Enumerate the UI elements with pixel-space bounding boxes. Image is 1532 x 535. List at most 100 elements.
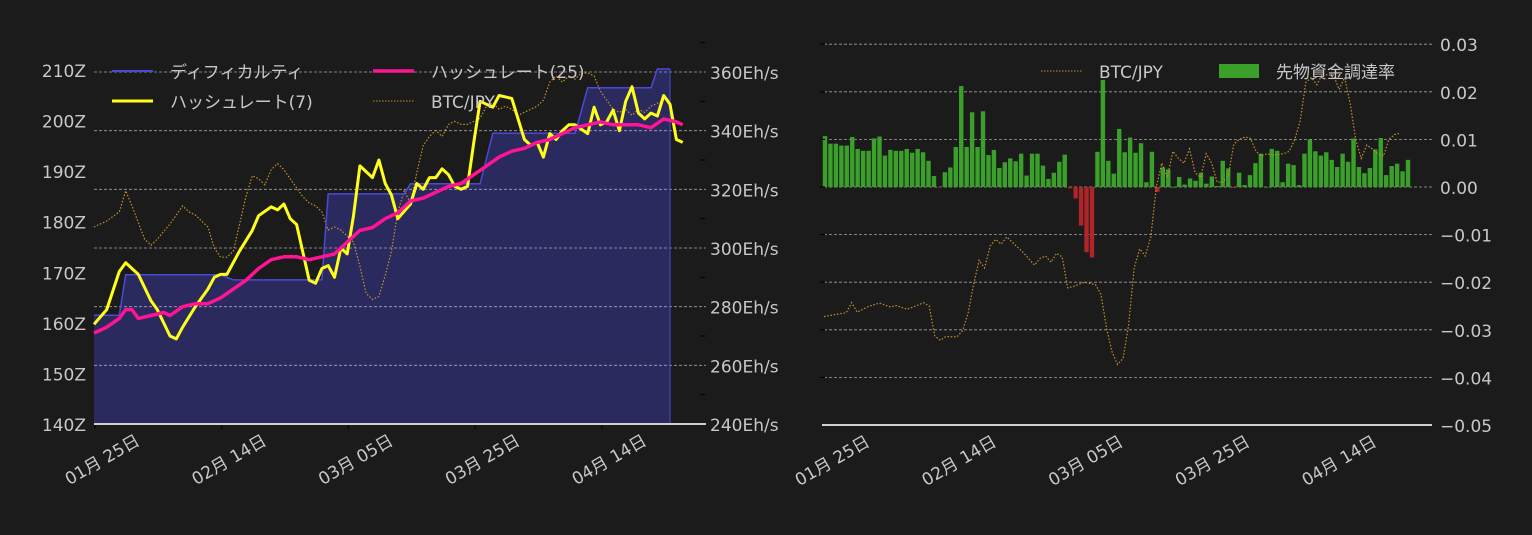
legend-item-hashrate25[interactable]: ハッシュレート(25) [373, 63, 585, 83]
funding-bar [1078, 187, 1084, 226]
funding-bar [1215, 186, 1220, 187]
funding-bar [1324, 152, 1329, 187]
funding-bar [920, 152, 926, 187]
y-right-tick-label: 0.02 [1440, 84, 1478, 104]
funding-bar [855, 148, 860, 187]
funding-bar [822, 136, 828, 187]
funding-bar [959, 86, 964, 187]
funding-bar [1198, 172, 1204, 187]
funding-bar [948, 167, 953, 187]
funding-bar [1193, 180, 1198, 187]
funding-bar [1389, 166, 1394, 187]
funding-bar [871, 138, 877, 187]
funding-bar [1394, 163, 1400, 187]
funding-bar [1356, 167, 1362, 187]
funding-bar [1002, 162, 1008, 187]
y-left-tick-label: 140Z [42, 416, 86, 436]
funding-bar [1008, 158, 1013, 187]
funding-bar [964, 147, 969, 187]
funding-bar [1384, 175, 1389, 187]
y-right-tick-label: 300Eh/s [710, 240, 779, 260]
funding-bar [1046, 178, 1051, 187]
funding-bar [1362, 173, 1367, 187]
funding-bar [1318, 155, 1324, 187]
y-right-tick-label: 0.03 [1440, 36, 1478, 56]
funding-bar [1253, 163, 1258, 187]
y-right-tick-label: 320Eh/s [710, 181, 779, 201]
legend-label-hashrate25: ハッシュレート(25) [431, 63, 585, 83]
funding-bar [1405, 159, 1411, 187]
funding-bar [860, 150, 866, 187]
funding-bar [866, 150, 871, 187]
y-right-tick-label: 260Eh/s [710, 357, 779, 377]
y-right-tick-label: 0.01 [1440, 131, 1478, 151]
funding-bar [1187, 178, 1193, 187]
y-left-tick-label: 150Z [42, 365, 86, 385]
funding-bar [1351, 138, 1356, 187]
legend-label-btcjpy: BTC/JPY [431, 93, 496, 113]
funding-bar [975, 147, 980, 187]
y-left-tick-label: 190Z [42, 163, 86, 183]
mining-plot-area [94, 69, 670, 424]
y-left-tick-label: 210Z [42, 62, 86, 82]
funding-bar [828, 143, 833, 187]
funding-bar [1378, 137, 1383, 187]
funding-bar [1149, 151, 1155, 187]
x-tick-label: 03月 25日 [1172, 432, 1254, 491]
y-left-tick-label: 200Z [42, 113, 86, 133]
funding-bar [1100, 79, 1106, 187]
funding-bar [915, 148, 920, 187]
funding-bar [1220, 160, 1225, 187]
y-left-tick-label: 180Z [42, 214, 86, 234]
y-right-tick-label: −0.02 [1440, 274, 1492, 294]
mining-chart: 210Z 200Z 190Z 180Z 170Z 160Z 150Z 140Z 360Eh/s 3… [42, 42, 779, 490]
funding-bar [1236, 172, 1242, 187]
funding-bar [980, 111, 986, 187]
funding-bar [1018, 153, 1024, 187]
funding-bar [1089, 187, 1095, 258]
funding-bar [942, 172, 948, 187]
legend-item-btcjpy[interactable]: BTC/JPY [373, 93, 496, 113]
funding-bar [1269, 148, 1274, 187]
funding-bar [1117, 128, 1122, 187]
funding-bar [931, 176, 937, 187]
legend-label-funding: 先物資金調達率 [1276, 63, 1395, 83]
funding-bar [1040, 165, 1046, 187]
funding-bar [1155, 187, 1160, 192]
funding-bar [1122, 152, 1127, 187]
y-right-tick-label: −0.01 [1440, 227, 1492, 247]
y-left-tick-label: 170Z [42, 264, 86, 284]
funding-bar [1367, 167, 1373, 187]
funding-bar [1258, 153, 1264, 187]
funding-bar [1247, 175, 1253, 187]
funding-bar [850, 137, 855, 187]
y-right-tick-label: 360Eh/s [710, 64, 779, 84]
funding-bar [1209, 176, 1215, 187]
legend-item-hashrate7[interactable]: ハッシュレート(7) [112, 93, 313, 113]
legend-item-btcjpy-right[interactable]: BTC/JPY [1041, 63, 1164, 83]
legend-item-difficulty[interactable]: ディフィカルティ [112, 62, 303, 83]
funding-bar [1313, 151, 1318, 187]
legend-label-difficulty: ディフィカルティ [170, 62, 303, 83]
funding-bar [1291, 165, 1296, 187]
funding-bar [1013, 161, 1018, 187]
funding-bar [926, 160, 931, 187]
funding-bar [882, 155, 888, 187]
funding-bar [1275, 150, 1280, 187]
funding-legend: BTC/JPY 先物資金調達率 [1041, 63, 1395, 83]
x-tick-label: 03月 05日 [1045, 432, 1127, 491]
legend-item-funding[interactable]: 先物資金調達率 [1219, 63, 1395, 83]
funding-bar [1340, 153, 1345, 187]
funding-bar [1400, 171, 1405, 187]
funding-bar [1067, 187, 1073, 189]
legend-label-btcjpy-right: BTC/JPY [1099, 63, 1164, 83]
funding-bar [1127, 137, 1133, 187]
funding-bar [1182, 184, 1187, 187]
funding-bar [1204, 183, 1209, 187]
funding-bar [1057, 161, 1062, 187]
y-right-tick-label: 280Eh/s [710, 299, 779, 319]
y-right-tick-label: 240Eh/s [710, 416, 779, 436]
x-tick-label: 01月 25日 [792, 432, 874, 491]
funding-bar [888, 149, 893, 187]
